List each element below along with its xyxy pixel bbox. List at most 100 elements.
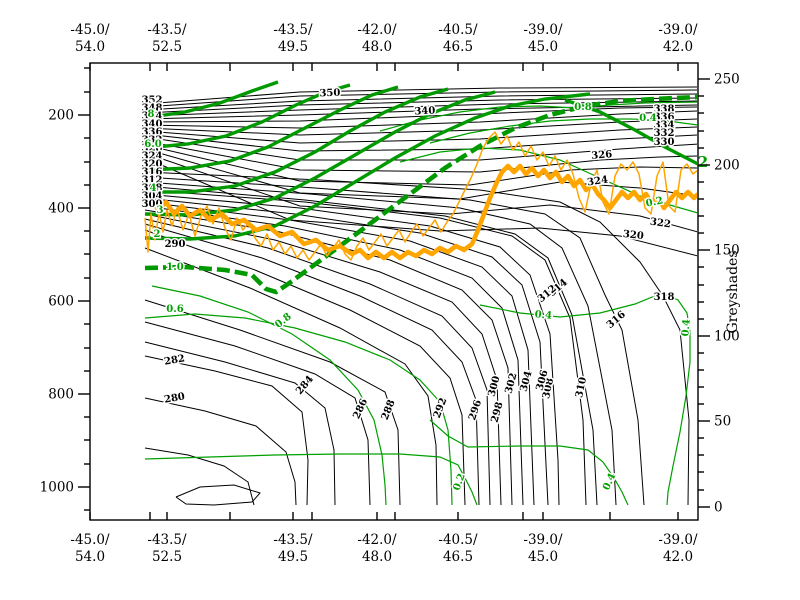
x-tick-label-bottom: 52.5 [152, 549, 182, 565]
contour-line-0.2 [144, 453, 478, 506]
contour-label-332: 332 [654, 128, 675, 139]
contour-label-282: 282 [163, 353, 186, 367]
contour-label-334: 334 [654, 120, 675, 131]
contour-label-0.2: 0.2 [645, 195, 664, 209]
right-tick-label: 250 [714, 72, 740, 88]
contour-label-6.0: 6.0 [144, 139, 161, 150]
contour-line-308 [144, 193, 560, 506]
contour-line-0.4 [479, 292, 691, 506]
contour-label-296: 296 [467, 399, 484, 422]
contour-label-344: 344 [142, 111, 163, 122]
contour-label-332: 332 [142, 135, 163, 146]
contour-line-280 [144, 397, 297, 506]
contour-line-6 [144, 83, 351, 150]
contour-line-316 [144, 176, 645, 506]
contour-label-280: 280 [163, 391, 186, 405]
contour-line-298 [144, 213, 502, 506]
x-tick-label-top: 45.0 [528, 39, 558, 55]
x-tick-label-top: -39.0/ [658, 22, 698, 38]
contour-line-1.0 [144, 94, 697, 295]
contour-line-336 [144, 118, 697, 136]
right-tick-label: 50 [714, 414, 731, 430]
x-tick-label-bottom: 48.0 [362, 549, 392, 565]
x-axis: -45.0/54.0-45.0/54.0-43.5/52.5-43.5/52.5… [70, 22, 698, 565]
contour-label-336: 336 [654, 112, 675, 123]
y-axis-right: 250 200 150 100 50 0 Greyshades [698, 72, 741, 516]
contour-label-348: 348 [142, 103, 163, 114]
contour-label-0.2: 0.2 [452, 472, 468, 492]
left-tick-label: 800 [48, 387, 74, 403]
x-tick-label-bottom: -45.0/ [70, 532, 110, 548]
contour-label-320: 320 [142, 159, 163, 170]
contour-line-276 [175, 484, 261, 506]
right-tick-label: 150 [714, 243, 740, 259]
contour-label-304: 304 [142, 191, 163, 202]
contour-line-0.4 [429, 118, 697, 144]
contour-label-318: 318 [654, 292, 675, 303]
contour-label-2: 2 [698, 153, 708, 171]
contour-line-288 [144, 299, 401, 506]
left-tick-label: 400 [48, 201, 74, 217]
x-tick-label-top: 52.5 [152, 39, 182, 55]
x-tick-label-bottom: -39.0/ [658, 532, 698, 548]
contour-line-330 [144, 136, 697, 161]
contour-label-350: 350 [319, 88, 340, 100]
contour-label-0.4: 0.4 [680, 319, 692, 337]
contour-label-324: 324 [142, 151, 163, 162]
contour-label-326: 326 [591, 149, 613, 162]
plot-border [89, 62, 699, 521]
x-tick-label-top: -40.5/ [438, 22, 478, 38]
contour-label-286: 286 [351, 397, 370, 421]
contour-line-5 [144, 85, 399, 172]
contour-line-318 [144, 171, 690, 506]
contour-label-352: 352 [142, 95, 163, 106]
contour-line-286 [144, 321, 371, 506]
x-tick-label-bottom: -42.0/ [357, 532, 397, 548]
contour-line-0.4 [429, 419, 629, 506]
contour-label-0.4: 0.4 [639, 113, 656, 124]
left-tick-label: 1000 [40, 480, 74, 496]
contour-label-2: 2 [154, 229, 161, 240]
contour-label-322: 322 [649, 217, 671, 231]
x-tick-label-bottom: 54.0 [75, 549, 105, 565]
x-tick-label-top: -39.0/ [523, 22, 563, 38]
contour-label-3: 3 [157, 205, 164, 216]
contour-label-304: 304 [519, 370, 535, 393]
x-tick-label-bottom: 49.5 [278, 549, 308, 565]
x-tick-label-top: 46.5 [443, 39, 473, 55]
contour-line-0.8 [151, 285, 387, 506]
contour-label-8: 8 [148, 109, 155, 120]
x-tick-label-bottom: 46.5 [443, 549, 473, 565]
contour-line-284 [144, 341, 336, 506]
contour-label-1.0: 1.0 [166, 262, 183, 273]
x-tick-label-top: 48.0 [362, 39, 392, 55]
contour-line-302 [144, 205, 524, 506]
contour-line-320 [144, 157, 697, 257]
contour-label-312: 312 [142, 175, 163, 186]
x-tick-label-bottom: -40.5/ [438, 532, 478, 548]
contour-label-336: 336 [142, 127, 163, 138]
x-tick-label-top: -42.0/ [357, 22, 397, 38]
contour-line-0.8 [379, 101, 697, 132]
contour-label-0.6: 0.6 [166, 304, 183, 315]
contour-line-300 [144, 209, 513, 506]
x-tick-label-bottom: -43.5/ [273, 532, 313, 548]
contour-label-0.4: 0.4 [534, 309, 552, 322]
x-tick-label-top: -43.5/ [273, 22, 313, 38]
contour-line-334 [144, 126, 697, 144]
x-tick-label-bottom: -43.5/ [147, 532, 187, 548]
right-tick-label: 200 [714, 158, 740, 174]
contour-label-302: 302 [504, 372, 520, 395]
contour-line-290 [144, 247, 438, 506]
contour-line-346 [144, 97, 697, 114]
contour-line-310 [144, 189, 587, 506]
x-tick-label-bottom: -39.0/ [523, 532, 563, 548]
left-tick-label: 200 [48, 108, 74, 124]
x-tick-label-bottom: 45.0 [528, 549, 558, 565]
contour-line-348 [144, 93, 697, 111]
right-tick-label: 100 [714, 329, 740, 345]
contour-line-328 [144, 140, 697, 173]
contours-layer [143, 80, 697, 506]
